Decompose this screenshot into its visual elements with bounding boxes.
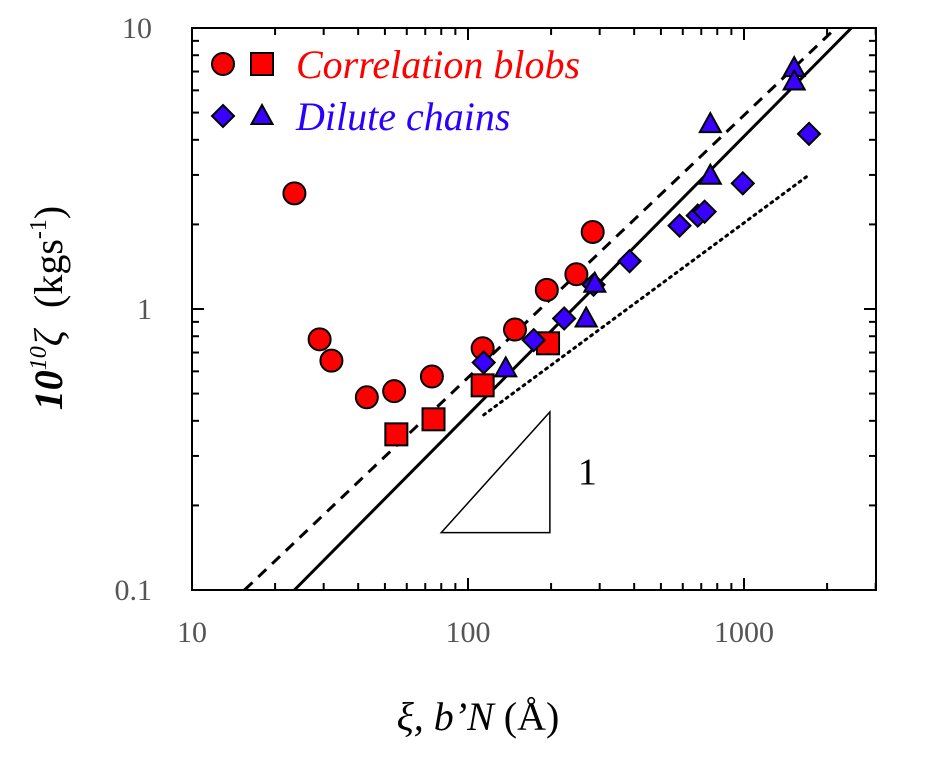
x-axis-title: ξ, b’N (Å) bbox=[397, 694, 560, 739]
x-tick-label: 100 bbox=[446, 616, 491, 649]
triangle-point bbox=[698, 162, 723, 185]
square-point bbox=[421, 407, 446, 432]
circle-point bbox=[564, 262, 589, 287]
y-tick-label: 1 bbox=[137, 293, 152, 326]
circle-point bbox=[419, 364, 444, 389]
dashed-guide-line bbox=[243, 28, 837, 590]
dotted-guide-line bbox=[482, 173, 811, 417]
legend-label: Dilute chains bbox=[295, 94, 510, 139]
guide-lines bbox=[243, 28, 853, 590]
triangle-point bbox=[698, 111, 723, 134]
circle-point bbox=[580, 219, 605, 244]
legend-triangle-marker bbox=[249, 102, 275, 125]
y-axis-title-prefix: 10 bbox=[26, 370, 71, 410]
triangle-point bbox=[781, 68, 807, 91]
guide-lines-clipped bbox=[243, 28, 853, 590]
circle-point bbox=[307, 327, 332, 352]
x-axis-title-unit: (Å) bbox=[494, 694, 560, 739]
legend-label: Correlation blobs bbox=[296, 42, 580, 87]
x-axis-title-main: ξ, b’N bbox=[397, 694, 496, 739]
slope-triangle-shape bbox=[439, 410, 551, 534]
plot-frame bbox=[191, 27, 877, 591]
diamond-point bbox=[730, 170, 756, 196]
plot-border bbox=[191, 27, 877, 591]
circle-point bbox=[319, 348, 344, 373]
y-axis-title-unit-exponent: -1 bbox=[26, 219, 52, 239]
x-tick-label: 1000 bbox=[714, 616, 774, 649]
y-tick-label: 0.1 bbox=[115, 574, 153, 607]
circle-point bbox=[282, 181, 307, 206]
axis-ticks: 10 100 1000 0.1 1 10 bbox=[115, 12, 877, 649]
y-axis-title-unit: (kgs bbox=[26, 239, 71, 308]
y-tick-label: 10 bbox=[122, 12, 152, 45]
diamond-point bbox=[667, 213, 692, 239]
diamond-point bbox=[692, 199, 718, 225]
y-axis-title-exponent: 10 bbox=[26, 346, 52, 370]
square-point bbox=[384, 422, 409, 447]
x-tick-label: 10 bbox=[177, 616, 207, 649]
triangle-point bbox=[493, 355, 518, 378]
diamond-point bbox=[521, 327, 547, 353]
legend: Correlation blobs Dilute chains bbox=[210, 42, 580, 139]
legend-circle-marker bbox=[211, 52, 235, 76]
y-axis-title: 1010ζ(kgs-1) bbox=[26, 206, 71, 410]
triangle-point bbox=[573, 305, 599, 328]
legend-square-marker bbox=[250, 52, 274, 76]
slope-triangle: 1 bbox=[439, 410, 597, 534]
y-axis-title-symbol: ζ bbox=[26, 327, 71, 346]
diamond-point bbox=[617, 248, 643, 274]
circle-point bbox=[534, 277, 559, 302]
data-points bbox=[282, 55, 822, 447]
legend-diamond-marker bbox=[210, 103, 236, 129]
solid-guide-line bbox=[293, 28, 853, 590]
diamond-point bbox=[471, 350, 497, 375]
circle-point bbox=[354, 385, 379, 410]
circle-point bbox=[502, 317, 527, 342]
triangle-point bbox=[582, 270, 607, 293]
y-axis-title-unit-end: ) bbox=[26, 206, 71, 219]
diamond-point bbox=[551, 306, 577, 331]
circle-point bbox=[382, 379, 407, 404]
diamond-point bbox=[796, 121, 822, 147]
square-point bbox=[470, 373, 495, 398]
slope-label: 1 bbox=[578, 451, 597, 493]
